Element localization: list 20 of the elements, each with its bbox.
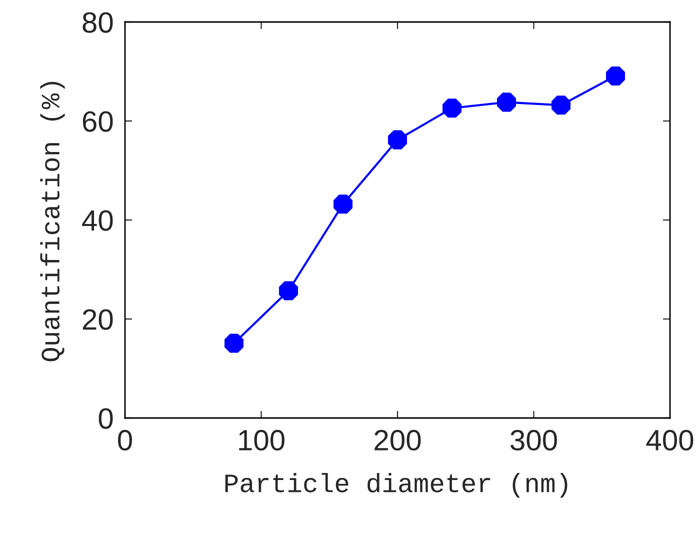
y-tick-label: 60 (82, 111, 113, 132)
point (442, 98, 462, 118)
x-tick-label: 300 (510, 430, 557, 451)
point (279, 281, 298, 300)
point (224, 334, 244, 353)
y-tick-label: 40 (82, 210, 113, 231)
x-axis-title: Particle diameter (nm) (225, 472, 568, 498)
y-tick-label: 80 (82, 12, 113, 33)
point (552, 96, 570, 115)
x-tick-label: 100 (239, 430, 284, 451)
point (388, 130, 407, 150)
x-tick-label: 200 (374, 430, 421, 451)
point (497, 92, 516, 112)
x-tick-label: 0 (118, 430, 132, 451)
x-tick-label: 400 (646, 430, 694, 451)
point (334, 194, 352, 214)
y-axis-title: Quantification (%) (40, 82, 65, 362)
y-tick-label: 20 (82, 309, 113, 330)
y-tick-label: 0 (98, 408, 113, 429)
point (606, 66, 625, 86)
